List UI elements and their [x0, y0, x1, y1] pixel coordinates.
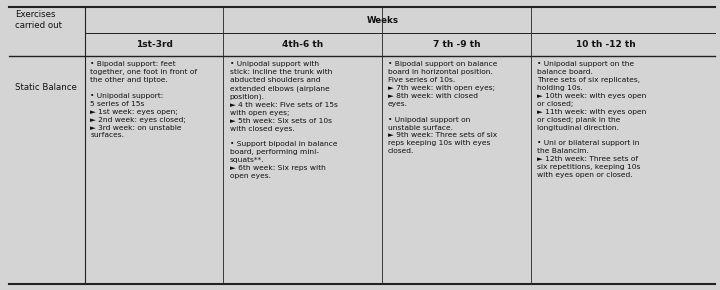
Text: • Unipodal support on the
balance board.
Three sets of six replicates,
holding 1: • Unipodal support on the balance board.…: [537, 61, 647, 178]
Text: Weeks: Weeks: [367, 16, 399, 25]
Text: 1st-3rd: 1st-3rd: [135, 40, 173, 49]
Text: • Bipodal support on balance
board in horizontal position.
Five series of 10s.
►: • Bipodal support on balance board in ho…: [387, 61, 497, 154]
Text: Exercises
carried out: Exercises carried out: [14, 10, 62, 30]
Text: • Unipodal support with
stick: incline the trunk with
abducted shoulders and
ext: • Unipodal support with stick: incline t…: [230, 61, 338, 179]
Text: • Bipodal support: feet
together, one foot in front of
the other and tiptoe.

• : • Bipodal support: feet together, one fo…: [91, 61, 197, 138]
Text: 4th-6 th: 4th-6 th: [282, 40, 323, 49]
Text: 7 th -9 th: 7 th -9 th: [433, 40, 480, 49]
Text: 10 th -12 th: 10 th -12 th: [576, 40, 636, 49]
Text: Static Balance: Static Balance: [14, 83, 76, 92]
